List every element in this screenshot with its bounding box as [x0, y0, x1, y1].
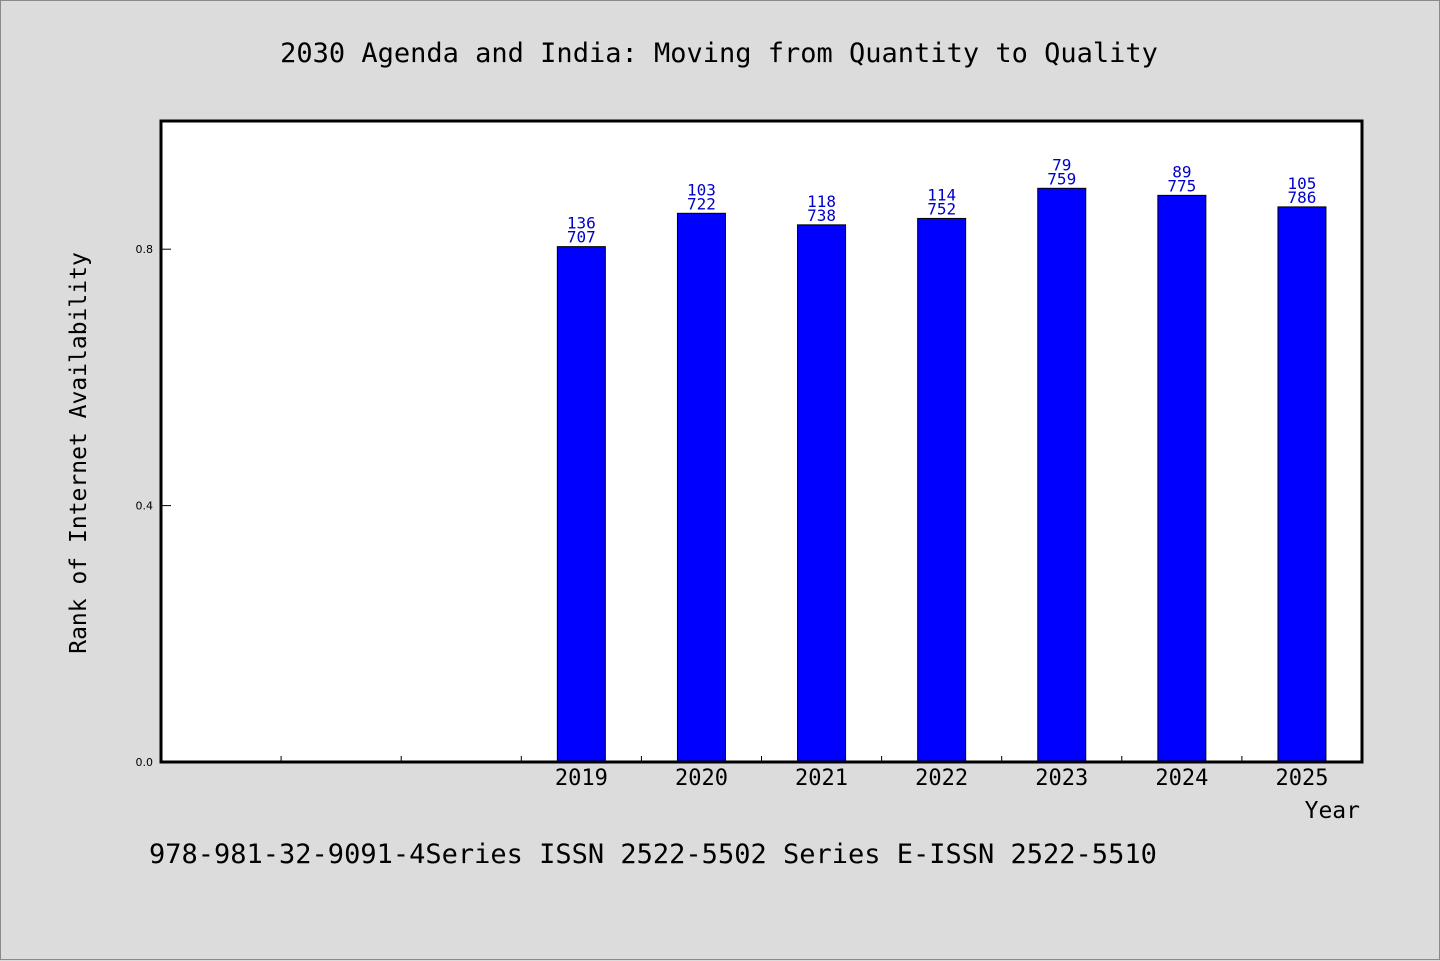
data-label-bottom: 775: [1167, 176, 1196, 195]
footer-isbn-text: 978-981-32-9091-4Series ISSN 2522-5502 S…: [149, 839, 1157, 870]
bars-layer: [556, 187, 1327, 763]
bar: [797, 224, 847, 763]
x-tick-label: 2021: [795, 766, 848, 791]
data-label-top: 136: [567, 214, 596, 233]
data-label-top: 114: [927, 185, 956, 204]
data-label-top: 89: [1172, 162, 1191, 181]
bar: [917, 217, 967, 763]
x-tick-label: 2022: [915, 766, 968, 791]
data-label-top: 79: [1052, 155, 1071, 174]
x-tick-label: 2025: [1275, 766, 1328, 791]
data-label-bottom: 707: [567, 228, 596, 247]
data-label-bottom: 759: [1047, 169, 1076, 188]
data-label-top: 103: [687, 180, 716, 199]
x-tick-label: 2023: [1035, 766, 1088, 791]
data-label-bottom: 752: [927, 199, 956, 218]
chart-title: 2030 Agenda and India: Moving from Quant…: [280, 38, 1158, 69]
x-tick-label: 2024: [1155, 766, 1208, 791]
bar: [676, 212, 726, 763]
bar: [556, 246, 606, 763]
x-axis-ticks: 2019 2020 2021 2022 2023 2024 2025: [280, 756, 1328, 791]
y-tick-label: 0.4: [136, 500, 154, 513]
bar: [1277, 206, 1327, 763]
data-label-top: 118: [807, 192, 836, 211]
plot-frame: [159, 119, 1364, 764]
data-label-top: 105: [1287, 174, 1316, 193]
x-tick-label: 2019: [555, 766, 608, 791]
data-label-bottom: 738: [807, 206, 836, 225]
data-label-bottom: 786: [1287, 188, 1316, 207]
y-tick-label: 0.8: [136, 243, 154, 256]
y-axis-title: Rank of Internet Availability: [66, 252, 92, 654]
bar: [1157, 194, 1207, 763]
y-tick-label: 0.0: [136, 756, 154, 769]
data-label-bottom: 722: [687, 194, 716, 213]
x-tick-label: 2020: [675, 766, 728, 791]
bar: [1037, 187, 1087, 763]
x-axis-title: Year: [1305, 798, 1360, 824]
